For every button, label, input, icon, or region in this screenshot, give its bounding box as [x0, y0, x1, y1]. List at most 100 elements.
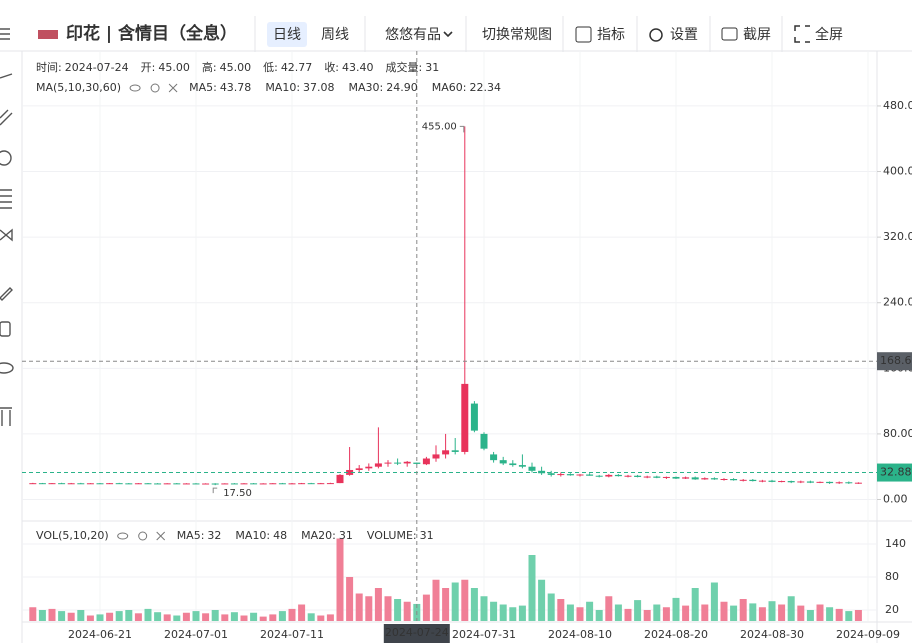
- volume-bar: [106, 612, 114, 621]
- volume-bar: [374, 588, 382, 621]
- info-value: 45.00: [158, 61, 190, 74]
- close-icon[interactable]: [168, 83, 178, 93]
- hide-icon[interactable]: [129, 84, 141, 92]
- candle-body: [298, 483, 306, 485]
- info-label: 收:: [324, 60, 339, 74]
- trend-tool[interactable]: [0, 109, 13, 126]
- line-tool[interactable]: [0, 73, 13, 79]
- fullscreen-icon: [794, 25, 810, 43]
- pattern-tool[interactable]: [0, 228, 13, 242]
- volume-bar: [662, 607, 670, 621]
- side-toolbar: [0, 28, 14, 426]
- volume-bar: [96, 614, 104, 621]
- y-tick-label: 320.00: [883, 230, 912, 243]
- volume-bar: [115, 611, 123, 621]
- legend-label: MA20:: [301, 529, 336, 542]
- candle-body: [317, 483, 325, 485]
- volume-bar: [797, 605, 805, 621]
- volume-bar: [125, 610, 133, 621]
- close-icon[interactable]: [156, 531, 166, 541]
- legend-value: 31: [420, 529, 434, 542]
- tab-weekly[interactable]: 周线: [321, 27, 349, 43]
- hide-icon[interactable]: [117, 532, 129, 540]
- x-tick-label: 2024-07-31: [452, 628, 516, 641]
- settings-icon[interactable]: [150, 83, 160, 93]
- info-label: 时间:: [36, 61, 62, 74]
- candle-body: [557, 474, 565, 476]
- volume-bar: [29, 607, 37, 621]
- candle-body: [749, 479, 757, 482]
- info-value: 2024-07-24: [65, 61, 129, 74]
- candle-body: [307, 483, 315, 485]
- candle-body: [845, 482, 853, 484]
- volume-bar: [710, 582, 718, 621]
- fullscreen[interactable]: 全屏: [815, 26, 843, 43]
- candle-body: [662, 476, 670, 478]
- candle-body: [451, 450, 459, 452]
- circle-tool[interactable]: [0, 150, 12, 166]
- volume-bar: [173, 615, 181, 621]
- legend-label: VOLUME:: [367, 529, 417, 542]
- lock-tool[interactable]: [0, 321, 11, 337]
- legend-label: MA10:: [265, 81, 300, 94]
- candle-body: [106, 483, 114, 485]
- x-tick-label: 2024-06-21: [68, 628, 132, 641]
- screenshot[interactable]: 截屏: [743, 27, 771, 43]
- volume-bar: [490, 601, 498, 621]
- volume-bar: [509, 607, 517, 621]
- dropdown-arrow: [443, 31, 453, 38]
- volume-bar: [240, 615, 248, 621]
- volume-bar: [211, 610, 219, 621]
- candle-body: [835, 482, 843, 484]
- candle-body: [682, 477, 690, 479]
- candle-body: [672, 476, 680, 479]
- volume-bar: [518, 605, 526, 621]
- candle-body: [48, 483, 56, 485]
- switch-chart[interactable]: 切换常规图: [482, 26, 552, 43]
- candle-body: [134, 483, 142, 485]
- candle-body: [806, 481, 814, 483]
- legend-value: 37.08: [303, 81, 335, 94]
- volume-bar: [768, 601, 776, 621]
- volume-bar: [288, 608, 296, 621]
- candle-body: [192, 483, 200, 485]
- volume-bar: [845, 611, 853, 621]
- tab-daily[interactable]: 日线: [273, 27, 301, 43]
- candle-body: [202, 483, 210, 485]
- eye-tool[interactable]: [0, 362, 14, 374]
- y-tick-label: 400.00: [883, 165, 912, 178]
- brush-tool[interactable]: [0, 287, 13, 301]
- candle-body: [154, 483, 162, 485]
- volume-bar: [701, 604, 709, 621]
- volume-bar: [634, 600, 642, 621]
- candle-body: [67, 483, 75, 485]
- volume-bar: [758, 607, 766, 621]
- candle-body: [182, 483, 190, 485]
- candle-body: [346, 469, 354, 475]
- volume-bar: [326, 614, 334, 621]
- legend-value: 48: [273, 529, 287, 542]
- delete-tool[interactable]: [0, 407, 12, 426]
- candle-body: [365, 466, 373, 469]
- candle-body: [614, 474, 622, 477]
- legend-label: MA60:: [432, 81, 467, 94]
- platform-select[interactable]: 悠悠有品: [385, 27, 441, 43]
- crosshair-date-label: 2024-07-24: [385, 626, 449, 639]
- menu-icon[interactable]: [0, 28, 10, 40]
- volume-bar: [442, 588, 450, 621]
- candle-body: [163, 483, 171, 485]
- volume-bar: [192, 611, 200, 621]
- fib-tool[interactable]: [0, 189, 12, 209]
- settings-icon[interactable]: [138, 531, 148, 541]
- volume-bar: [624, 608, 632, 621]
- indicators[interactable]: 指标: [597, 27, 625, 43]
- volume-bar: [86, 615, 94, 621]
- volume-bar: [730, 605, 738, 621]
- settings[interactable]: 设置: [670, 27, 698, 43]
- candle-body: [778, 481, 786, 483]
- candle-body: [336, 474, 344, 484]
- info-label: 开:: [141, 61, 156, 74]
- x-tick-label: 2024-07-01: [164, 628, 228, 641]
- info-value: 42.77: [281, 61, 313, 74]
- volume-bar: [269, 614, 277, 621]
